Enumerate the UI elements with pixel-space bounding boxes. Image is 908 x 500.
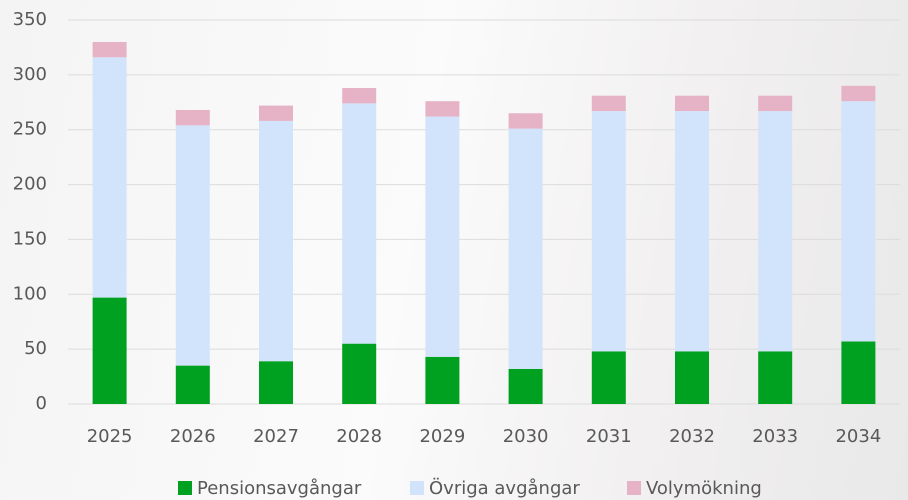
bar-segment — [93, 298, 127, 404]
x-tick-label: 2025 — [87, 426, 133, 447]
x-tick-label: 2032 — [669, 426, 715, 447]
x-tick-label: 2033 — [752, 426, 798, 447]
x-tick-label: 2027 — [253, 426, 299, 447]
bar-segment — [342, 88, 376, 103]
bar-segment — [93, 57, 127, 297]
x-tick-label: 2034 — [835, 426, 881, 447]
x-tick-label: 2026 — [170, 426, 216, 447]
y-tick-label: 50 — [24, 338, 47, 359]
x-tick-label: 2029 — [419, 426, 465, 447]
bar-segment — [509, 369, 543, 404]
bar-segment — [509, 113, 543, 128]
bar-segment — [259, 106, 293, 121]
y-tick-label: 150 — [13, 228, 47, 249]
bar-segment — [592, 96, 626, 111]
legend-label: Volymökning — [646, 478, 762, 499]
bar-segment — [425, 357, 459, 404]
bar-segment — [675, 111, 709, 351]
bar-segment — [176, 125, 210, 365]
bar-segment — [342, 103, 376, 343]
bar-segment — [93, 42, 127, 57]
bar-segment — [592, 351, 626, 404]
chart: 0 50 100 150 200 250 300 350 2025 2026 2027 2028 202… — [0, 0, 908, 500]
y-tick-label: 100 — [13, 283, 47, 304]
bar-segment — [841, 101, 875, 341]
bar-segment — [176, 366, 210, 404]
x-tick-label: 2031 — [586, 426, 632, 447]
legend-swatch — [627, 481, 641, 495]
bar-segment — [592, 111, 626, 351]
bar-segment — [758, 96, 792, 111]
bar-segment — [675, 96, 709, 111]
bar-segment — [675, 351, 709, 404]
bar-segment — [425, 101, 459, 116]
y-tick-label: 250 — [13, 119, 47, 140]
bar-segment — [758, 111, 792, 351]
bar-segment — [509, 129, 543, 369]
y-tick-label: 0 — [36, 393, 47, 414]
y-tick-label: 200 — [13, 174, 47, 195]
bar-segment — [841, 86, 875, 101]
legend-swatch — [178, 481, 192, 495]
bar-segment — [425, 117, 459, 357]
legend-swatch — [410, 481, 424, 495]
bar-segment — [259, 121, 293, 361]
bar-segment — [342, 344, 376, 404]
bar-segment — [758, 351, 792, 404]
x-tick-label: 2028 — [336, 426, 382, 447]
bar-segment — [841, 341, 875, 404]
y-tick-label: 300 — [13, 64, 47, 85]
y-tick-label: 350 — [13, 9, 47, 30]
x-tick-label: 2030 — [503, 426, 549, 447]
legend-label: Övriga avgångar — [429, 477, 580, 499]
bar-segment — [176, 110, 210, 125]
legend-label: Pensionsavgångar — [197, 478, 362, 499]
bar-segment — [259, 361, 293, 404]
